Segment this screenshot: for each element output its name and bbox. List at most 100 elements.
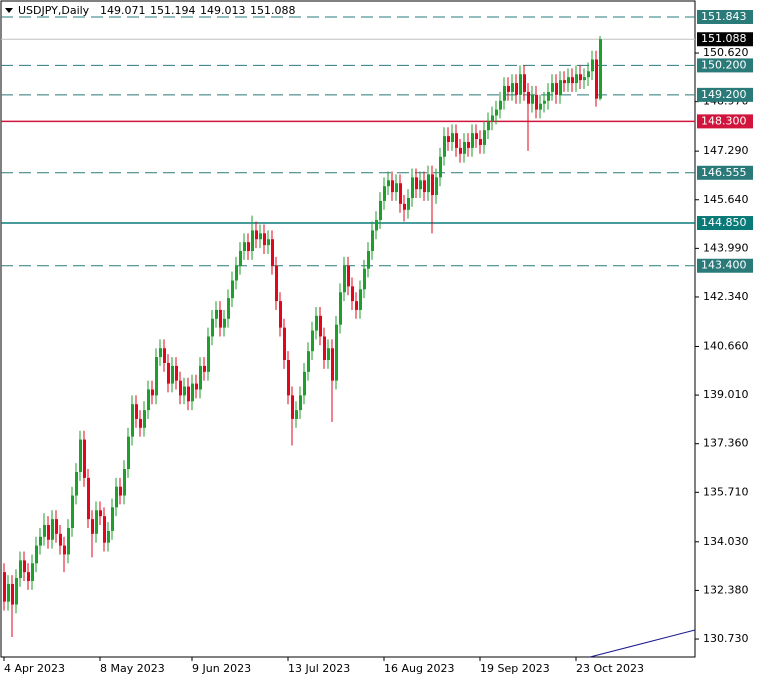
candle-body bbox=[275, 265, 278, 302]
candle-body bbox=[483, 130, 486, 145]
y-tick-label: 143.990 bbox=[703, 241, 749, 254]
y-tick-label: 140.660 bbox=[703, 339, 749, 352]
candle-body bbox=[147, 389, 150, 411]
candle-body bbox=[595, 59, 598, 99]
candle-body bbox=[315, 315, 318, 331]
candle-body bbox=[179, 380, 182, 396]
candle-body bbox=[231, 280, 234, 299]
candle-body bbox=[391, 180, 394, 193]
candle-body bbox=[35, 545, 38, 564]
y-tick-label: 135.710 bbox=[703, 485, 749, 498]
candle-body bbox=[47, 525, 50, 540]
candle-body bbox=[447, 136, 450, 143]
level-label: 143.400 bbox=[701, 259, 747, 272]
candle-body bbox=[139, 418, 142, 428]
level-label-box bbox=[697, 58, 753, 73]
candle-body bbox=[563, 80, 566, 84]
candle-body bbox=[555, 83, 558, 95]
candle-body bbox=[171, 365, 174, 384]
candle-body bbox=[575, 74, 578, 84]
candle-body bbox=[531, 94, 534, 104]
candle-body bbox=[235, 265, 238, 281]
candle-body bbox=[371, 230, 374, 252]
candle-body bbox=[319, 315, 322, 337]
level-label: 149.200 bbox=[701, 88, 747, 101]
x-tick-label: 16 Aug 2023 bbox=[384, 662, 454, 675]
candle-body bbox=[215, 309, 218, 319]
candle-body bbox=[243, 242, 246, 252]
candle-body bbox=[7, 583, 10, 602]
candle-body bbox=[511, 83, 514, 92]
candle-body bbox=[131, 404, 134, 437]
level-label: 146.555 bbox=[701, 166, 747, 179]
level-label-box bbox=[697, 216, 753, 231]
level-label-box bbox=[697, 165, 753, 180]
y-tick-label: 147.290 bbox=[703, 144, 749, 157]
candle-body bbox=[247, 242, 250, 252]
candle-body bbox=[75, 471, 78, 496]
level-label-box bbox=[697, 87, 753, 102]
candle-body bbox=[123, 469, 126, 496]
candle-body bbox=[43, 525, 46, 537]
candle-body bbox=[263, 233, 266, 246]
header-close: 151.088 bbox=[250, 4, 296, 17]
x-tick-label: 4 Apr 2023 bbox=[4, 662, 65, 675]
menu-arrow[interactable] bbox=[5, 8, 13, 13]
candle-body bbox=[211, 318, 214, 337]
candle-body bbox=[475, 133, 478, 140]
level-label: 151.088 bbox=[701, 32, 747, 45]
candle-body bbox=[591, 59, 594, 72]
candle-body bbox=[599, 39, 602, 99]
candle-body bbox=[155, 357, 158, 396]
candle-body bbox=[507, 86, 510, 92]
y-tick-label: 130.730 bbox=[703, 632, 749, 645]
header-low: 149.013 bbox=[200, 4, 246, 17]
candle-body bbox=[503, 86, 506, 101]
candle-body bbox=[407, 197, 410, 210]
candle-body bbox=[283, 327, 286, 361]
candle-body bbox=[223, 318, 226, 328]
candle-body bbox=[395, 183, 398, 193]
candle-body bbox=[515, 83, 518, 95]
candle-body bbox=[579, 74, 582, 81]
candles bbox=[1, 16, 695, 637]
candle-body bbox=[443, 136, 446, 157]
candle-body bbox=[471, 133, 474, 148]
candle-body bbox=[239, 251, 242, 266]
candle-body bbox=[527, 91, 530, 104]
plot-frame bbox=[0, 0, 696, 658]
candle-body bbox=[375, 220, 378, 231]
candle-body bbox=[367, 251, 370, 269]
candle-body bbox=[207, 336, 210, 372]
candle-body bbox=[355, 301, 358, 310]
candle-body bbox=[279, 301, 282, 328]
candle-body bbox=[467, 142, 470, 148]
candle-body bbox=[203, 365, 206, 372]
y-tick-label: 132.380 bbox=[703, 583, 749, 596]
candle-body bbox=[39, 536, 42, 546]
level-label: 144.850 bbox=[701, 216, 747, 229]
candle-body bbox=[587, 71, 590, 78]
candle-body bbox=[115, 486, 118, 508]
candle-body bbox=[91, 519, 94, 534]
candle-body bbox=[491, 115, 494, 122]
candle-body bbox=[415, 177, 418, 190]
candle-body bbox=[107, 530, 110, 543]
candle-body bbox=[311, 330, 314, 352]
candle-body bbox=[519, 74, 522, 95]
candle-body bbox=[327, 348, 330, 361]
candle-body bbox=[359, 289, 362, 310]
candle-body bbox=[287, 360, 290, 396]
candle-body bbox=[219, 309, 222, 328]
y-tick-label: 150.620 bbox=[703, 46, 749, 59]
candle-body bbox=[195, 383, 198, 390]
x-tick-label: 23 Oct 2023 bbox=[576, 662, 644, 675]
candle-body bbox=[159, 348, 162, 358]
candle-body bbox=[51, 519, 54, 540]
candle-body bbox=[199, 365, 202, 390]
candle-body bbox=[167, 362, 170, 384]
candle-body bbox=[259, 233, 262, 240]
candle-body bbox=[363, 268, 366, 290]
candle-body bbox=[135, 404, 138, 419]
symbol: USDJPY,Daily bbox=[18, 4, 90, 17]
